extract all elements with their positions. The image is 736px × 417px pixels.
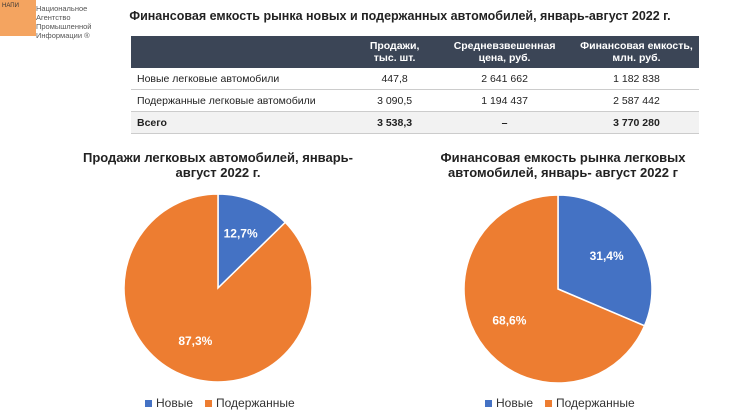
- legend-swatch: [145, 400, 152, 407]
- legend-label: Новые: [496, 396, 533, 410]
- legend-swatch: [545, 400, 553, 407]
- table-cell: Подержанные легковые автомобили: [131, 89, 354, 112]
- data-label: 31,4%: [590, 249, 624, 263]
- logo-abbr: НАПИ: [2, 3, 19, 9]
- legend-label: Подержанные: [556, 396, 635, 410]
- chart-title: Финансовая емкость рынка легковых автомо…: [440, 150, 686, 180]
- legend-label: Новые: [156, 396, 193, 410]
- logo-name: Национальное Агентство Промышленной Инфо…: [36, 4, 92, 40]
- page-title: Финансовая емкость рынка новых и подержа…: [129, 9, 671, 23]
- data-label: 12,7%: [224, 226, 258, 240]
- pie-slice: [557, 194, 653, 327]
- chart-title: Продажи легковых автомобилей, январь- ав…: [82, 150, 353, 180]
- logo-mark: [0, 0, 36, 36]
- table-row: Всего 3 538,3–3 770 280: [131, 111, 699, 134]
- pie-slice: [217, 193, 287, 290]
- table-cell: –: [435, 111, 574, 134]
- legend-swatch: [205, 400, 213, 407]
- table-cell: 1 194 437: [435, 89, 574, 112]
- table-cell: 2 587 442: [573, 89, 699, 112]
- table-cell: 1 182 838: [573, 68, 699, 90]
- pie-slice: [123, 193, 313, 383]
- table-row: Подержанные легковые автомобили 3 090,5 1 …: [131, 89, 699, 112]
- table-cell: Новые легковые автомобили: [131, 68, 354, 90]
- table-row: Новые легковые автомобили 447,8 2 641 662 1…: [131, 68, 699, 90]
- table-cell: 447,8: [354, 68, 436, 90]
- header-cell: Продажи, тыс. шт.: [354, 36, 436, 68]
- table-cell: 3 770 280: [573, 111, 699, 134]
- table-cell: 3 090,5: [354, 89, 436, 112]
- header-row: Продажи, тыс. шт. Средневзвешенная цена, …: [131, 36, 699, 68]
- table-cell: 2 641 662: [435, 68, 574, 90]
- data-label: 68,6%: [492, 313, 526, 327]
- legend-swatch: [485, 400, 492, 407]
- header-cell: Средневзвешенная цена, руб.: [435, 36, 574, 68]
- table-cell: 3 538,3: [354, 111, 436, 134]
- pie-slice: [463, 194, 646, 384]
- table-cell: Всего: [131, 111, 354, 134]
- legend-label: Подержанные: [216, 396, 295, 410]
- header-cell: [131, 36, 354, 68]
- data-table: Продажи, тыс. шт. Средневзвешенная цена, …: [131, 36, 699, 134]
- data-label: 87,3%: [178, 334, 212, 348]
- header-cell: Финансовая емкость, млн. руб.: [573, 36, 699, 68]
